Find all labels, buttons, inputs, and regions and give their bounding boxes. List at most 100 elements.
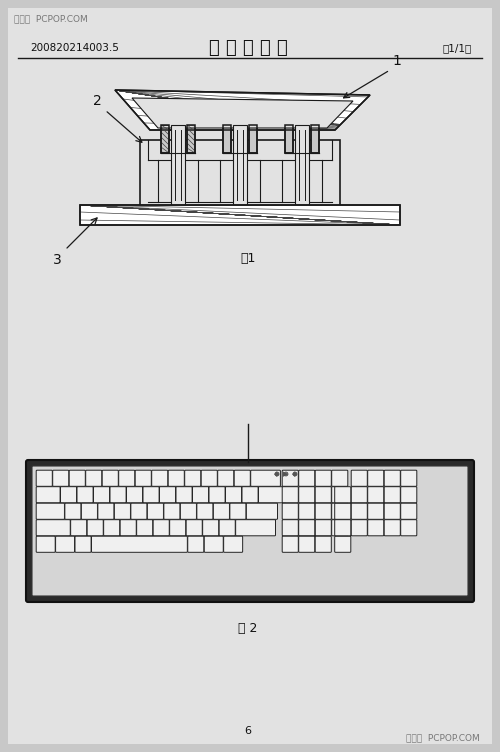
FancyBboxPatch shape — [282, 520, 298, 536]
Text: ◆: ◆ — [292, 471, 298, 477]
FancyBboxPatch shape — [180, 503, 196, 520]
Text: 泡泡网  PCPOP.COM: 泡泡网 PCPOP.COM — [14, 14, 88, 23]
FancyBboxPatch shape — [384, 520, 400, 536]
FancyBboxPatch shape — [98, 503, 114, 520]
FancyBboxPatch shape — [176, 487, 192, 503]
FancyBboxPatch shape — [131, 503, 147, 520]
FancyBboxPatch shape — [36, 470, 52, 487]
FancyBboxPatch shape — [114, 503, 130, 520]
Text: 图 2: 图 2 — [238, 622, 258, 635]
Text: 泡泡网  PCPOP.COM: 泡泡网 PCPOP.COM — [406, 733, 480, 742]
Bar — [233, 125, 247, 205]
FancyBboxPatch shape — [164, 503, 180, 520]
FancyBboxPatch shape — [384, 487, 400, 503]
FancyBboxPatch shape — [110, 487, 126, 503]
Bar — [140, 140, 340, 210]
FancyBboxPatch shape — [60, 487, 76, 503]
FancyBboxPatch shape — [368, 470, 384, 487]
FancyBboxPatch shape — [218, 470, 234, 487]
FancyBboxPatch shape — [36, 503, 64, 520]
Text: 1: 1 — [392, 54, 401, 68]
Circle shape — [275, 472, 279, 476]
FancyBboxPatch shape — [136, 520, 152, 536]
FancyBboxPatch shape — [77, 487, 93, 503]
Circle shape — [293, 472, 297, 476]
FancyBboxPatch shape — [351, 520, 368, 536]
FancyBboxPatch shape — [351, 470, 368, 487]
FancyBboxPatch shape — [332, 487, 348, 503]
FancyBboxPatch shape — [298, 503, 315, 520]
FancyBboxPatch shape — [52, 470, 69, 487]
Text: 200820214003.5: 200820214003.5 — [30, 43, 119, 53]
FancyBboxPatch shape — [368, 520, 384, 536]
FancyBboxPatch shape — [36, 520, 70, 536]
Polygon shape — [161, 125, 169, 153]
FancyBboxPatch shape — [102, 470, 118, 487]
Polygon shape — [187, 125, 195, 153]
FancyBboxPatch shape — [36, 487, 60, 503]
FancyBboxPatch shape — [56, 536, 74, 552]
FancyBboxPatch shape — [202, 520, 218, 536]
FancyBboxPatch shape — [400, 470, 417, 487]
FancyBboxPatch shape — [186, 520, 202, 536]
Text: 3: 3 — [53, 253, 62, 267]
FancyBboxPatch shape — [148, 503, 164, 520]
Polygon shape — [311, 125, 319, 153]
FancyBboxPatch shape — [65, 503, 81, 520]
FancyBboxPatch shape — [282, 487, 298, 503]
FancyBboxPatch shape — [143, 487, 159, 503]
FancyBboxPatch shape — [204, 536, 223, 552]
Polygon shape — [223, 125, 231, 153]
FancyBboxPatch shape — [400, 487, 417, 503]
FancyBboxPatch shape — [250, 470, 280, 487]
FancyBboxPatch shape — [188, 536, 204, 552]
Polygon shape — [249, 125, 257, 153]
FancyBboxPatch shape — [334, 503, 351, 520]
FancyBboxPatch shape — [197, 503, 213, 520]
FancyBboxPatch shape — [70, 520, 87, 536]
FancyBboxPatch shape — [315, 503, 332, 520]
FancyBboxPatch shape — [315, 520, 332, 536]
FancyBboxPatch shape — [298, 470, 315, 487]
FancyBboxPatch shape — [192, 487, 208, 503]
FancyBboxPatch shape — [298, 487, 315, 503]
FancyBboxPatch shape — [400, 520, 417, 536]
FancyBboxPatch shape — [298, 520, 315, 536]
Polygon shape — [132, 98, 353, 128]
FancyBboxPatch shape — [224, 536, 242, 552]
FancyBboxPatch shape — [168, 470, 184, 487]
Polygon shape — [115, 90, 370, 130]
FancyBboxPatch shape — [368, 487, 384, 503]
FancyBboxPatch shape — [334, 536, 351, 552]
FancyBboxPatch shape — [184, 470, 201, 487]
FancyBboxPatch shape — [315, 470, 332, 487]
FancyBboxPatch shape — [351, 503, 368, 520]
FancyBboxPatch shape — [258, 487, 285, 503]
FancyBboxPatch shape — [384, 470, 400, 487]
FancyBboxPatch shape — [118, 470, 135, 487]
FancyBboxPatch shape — [384, 503, 400, 520]
FancyBboxPatch shape — [332, 470, 348, 487]
FancyBboxPatch shape — [246, 503, 278, 520]
FancyBboxPatch shape — [170, 520, 186, 536]
FancyBboxPatch shape — [201, 470, 218, 487]
Circle shape — [284, 472, 288, 476]
FancyBboxPatch shape — [26, 460, 474, 602]
Text: 第1/1页: 第1/1页 — [443, 43, 472, 53]
FancyBboxPatch shape — [242, 487, 258, 503]
FancyBboxPatch shape — [332, 520, 348, 536]
Polygon shape — [285, 125, 293, 153]
FancyBboxPatch shape — [226, 487, 242, 503]
FancyBboxPatch shape — [315, 487, 332, 503]
FancyBboxPatch shape — [332, 503, 348, 520]
FancyBboxPatch shape — [104, 520, 120, 536]
FancyBboxPatch shape — [94, 487, 110, 503]
FancyBboxPatch shape — [87, 520, 104, 536]
FancyBboxPatch shape — [209, 487, 225, 503]
FancyBboxPatch shape — [351, 487, 368, 503]
FancyBboxPatch shape — [315, 536, 332, 552]
Text: ▶: ▶ — [283, 471, 288, 477]
FancyBboxPatch shape — [400, 503, 417, 520]
FancyBboxPatch shape — [153, 520, 169, 536]
Text: 2: 2 — [93, 94, 102, 108]
